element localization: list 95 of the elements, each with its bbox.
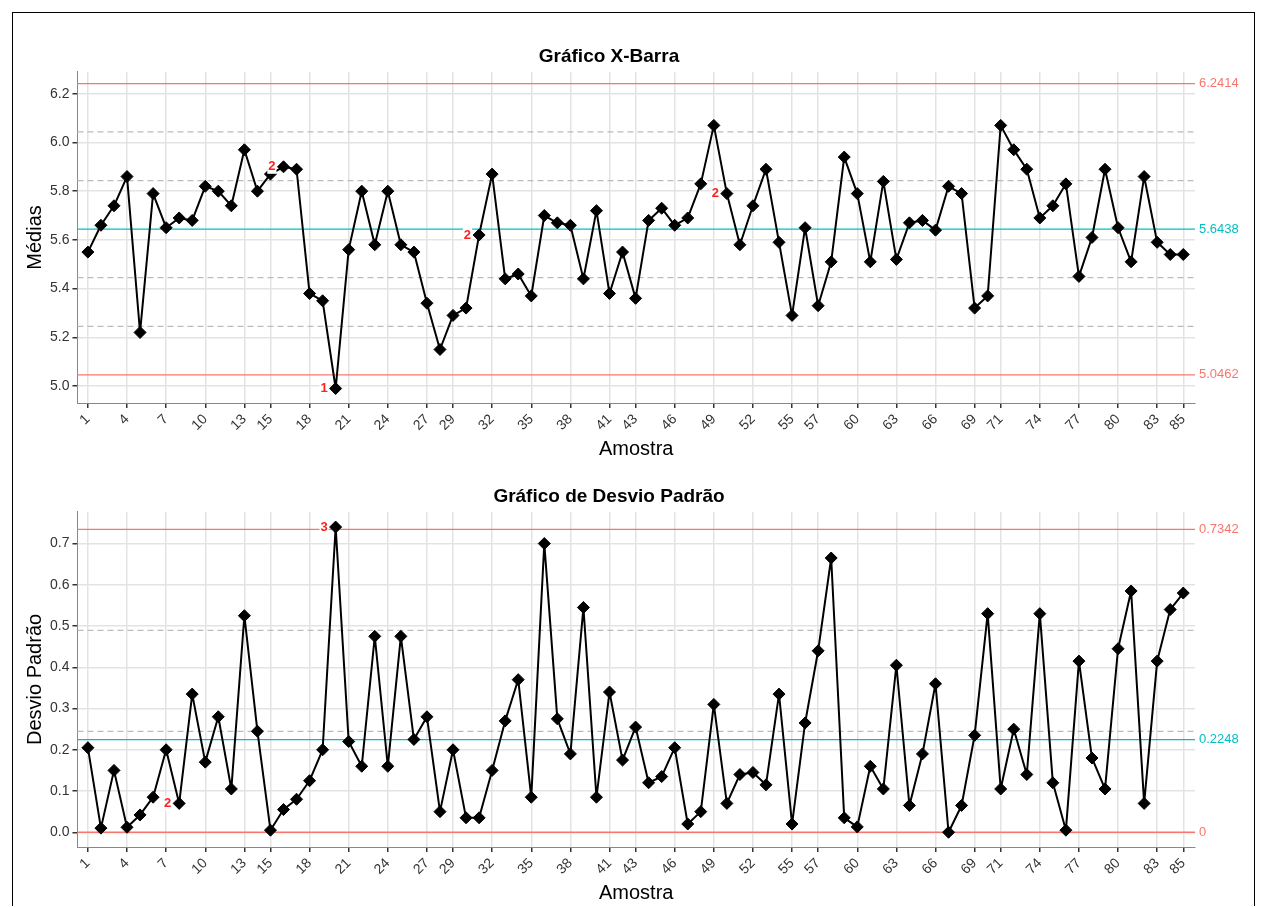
y-tick-label: 0.4	[49, 658, 70, 675]
x-tick-label: 35	[513, 410, 537, 433]
x-tick-label: 10	[187, 410, 211, 433]
x-axis-title: Amostra	[599, 880, 675, 903]
x-tick-label: 7	[154, 854, 172, 872]
chart-title: Gráfico de Desvio Padrão	[493, 484, 725, 506]
x-tick-label: 69	[957, 410, 980, 433]
y-tick-label: 5.6	[49, 230, 70, 247]
x-tick-label: 10	[187, 854, 211, 877]
x-tick-label: 4	[115, 410, 133, 428]
x-tick-label: 24	[370, 854, 393, 877]
x-tick-label: 43	[618, 854, 641, 877]
x-tick-label: 41	[592, 854, 615, 877]
x-tick-label: 74	[1022, 410, 1045, 433]
y-tick-label: 5.4	[49, 279, 70, 296]
y-tick-label: 5.0	[49, 376, 70, 393]
x-tick-label: 29	[435, 410, 459, 433]
y-tick-label: 0.3	[49, 699, 70, 716]
x-tick-label: 57	[800, 854, 824, 877]
x-tick-label: 13	[226, 410, 250, 433]
ref-line-label: 0	[1199, 823, 1207, 839]
x-tick-label: 4	[115, 854, 133, 872]
x-tick-label: 80	[1100, 854, 1124, 877]
x-tick-label: 85	[1165, 854, 1189, 877]
x-tick-label: 43	[618, 410, 641, 433]
x-tick-label: 71	[983, 410, 1006, 433]
x-tick-label: 49	[696, 410, 719, 433]
y-tick-label: 0.7	[49, 534, 70, 551]
x-tick-label: 38	[552, 410, 576, 433]
x-tick-label: 1	[75, 410, 93, 428]
annotation: 2	[163, 794, 172, 810]
x-tick-label: 24	[370, 410, 393, 433]
y-tick-label: 5.8	[49, 182, 70, 199]
x-tick-label: 41	[592, 410, 615, 433]
x-tick-label: 63	[878, 854, 902, 877]
x-tick-label: 21	[331, 410, 354, 433]
chart-title: Gráfico X-Barra	[538, 44, 680, 66]
x-tick-label: 69	[957, 854, 980, 877]
y-axis-title: Médias	[22, 205, 45, 270]
x-tick-label: 21	[331, 854, 354, 877]
annotation: 2	[268, 158, 276, 174]
x-tick-label: 66	[918, 854, 941, 877]
x-tick-label: 52	[735, 410, 758, 433]
ref-line-label: 0.7342	[1199, 521, 1239, 537]
y-tick-label: 0.2	[49, 740, 70, 757]
x-tick-label: 55	[774, 854, 798, 877]
x-tick-label: 77	[1061, 410, 1084, 433]
annotation: 2	[711, 185, 719, 201]
x-tick-label: 18	[292, 854, 315, 877]
y-tick-label: 0.1	[49, 781, 70, 798]
y-tick-label: 6.0	[49, 133, 70, 150]
x-tick-label: 57	[800, 410, 824, 433]
x-tick-label: 15	[252, 410, 276, 433]
x-tick-label: 77	[1061, 854, 1084, 877]
x-tick-label: 63	[878, 410, 902, 433]
y-tick-label: 0.0	[49, 823, 70, 840]
ref-line-label: 5.0462	[1199, 366, 1239, 382]
annotation: 1	[320, 380, 328, 396]
x-tick-label: 80	[1100, 410, 1124, 433]
x-tick-label: 71	[983, 854, 1006, 877]
x-tick-label: 52	[735, 854, 758, 877]
annotation: 3	[320, 518, 328, 534]
ref-line-label: 0.2248	[1199, 731, 1239, 747]
x-tick-label: 18	[292, 410, 315, 433]
x-tick-label: 83	[1139, 854, 1163, 877]
x-tick-label: 1	[75, 854, 93, 872]
x-tick-label: 32	[474, 410, 498, 433]
x-tick-label: 66	[918, 410, 941, 433]
x-tick-label: 7	[154, 410, 172, 428]
x-tick-label: 29	[435, 854, 459, 877]
y-tick-label: 0.5	[49, 616, 70, 633]
x-tick-label: 60	[839, 854, 863, 877]
annotation: 2	[463, 226, 472, 242]
y-tick-label: 5.2	[49, 328, 70, 345]
x-tick-label: 49	[696, 854, 719, 877]
ref-line-label: 6.2414	[1199, 75, 1239, 91]
x-tick-label: 27	[409, 410, 432, 433]
x-tick-label: 46	[657, 854, 680, 877]
x-tick-label: 60	[839, 410, 863, 433]
x-tick-label: 15	[252, 854, 276, 877]
x-tick-label: 32	[474, 854, 498, 877]
ref-line-label: 5.6438	[1199, 220, 1239, 236]
x-tick-label: 85	[1165, 410, 1189, 433]
x-tick-label: 83	[1139, 410, 1163, 433]
x-tick-label: 55	[774, 410, 798, 433]
x-tick-label: 74	[1022, 854, 1045, 877]
x-tick-label: 46	[657, 410, 680, 433]
x-tick-label: 13	[226, 854, 250, 877]
x-axis-title: Amostra	[599, 436, 675, 459]
x-tick-label: 27	[409, 854, 432, 877]
x-tick-label: 35	[513, 854, 537, 877]
x-tick-label: 38	[552, 854, 576, 877]
y-tick-label: 6.2	[49, 84, 70, 101]
y-tick-label: 0.6	[49, 575, 70, 592]
y-axis-title: Desvio Padrão	[22, 613, 45, 746]
